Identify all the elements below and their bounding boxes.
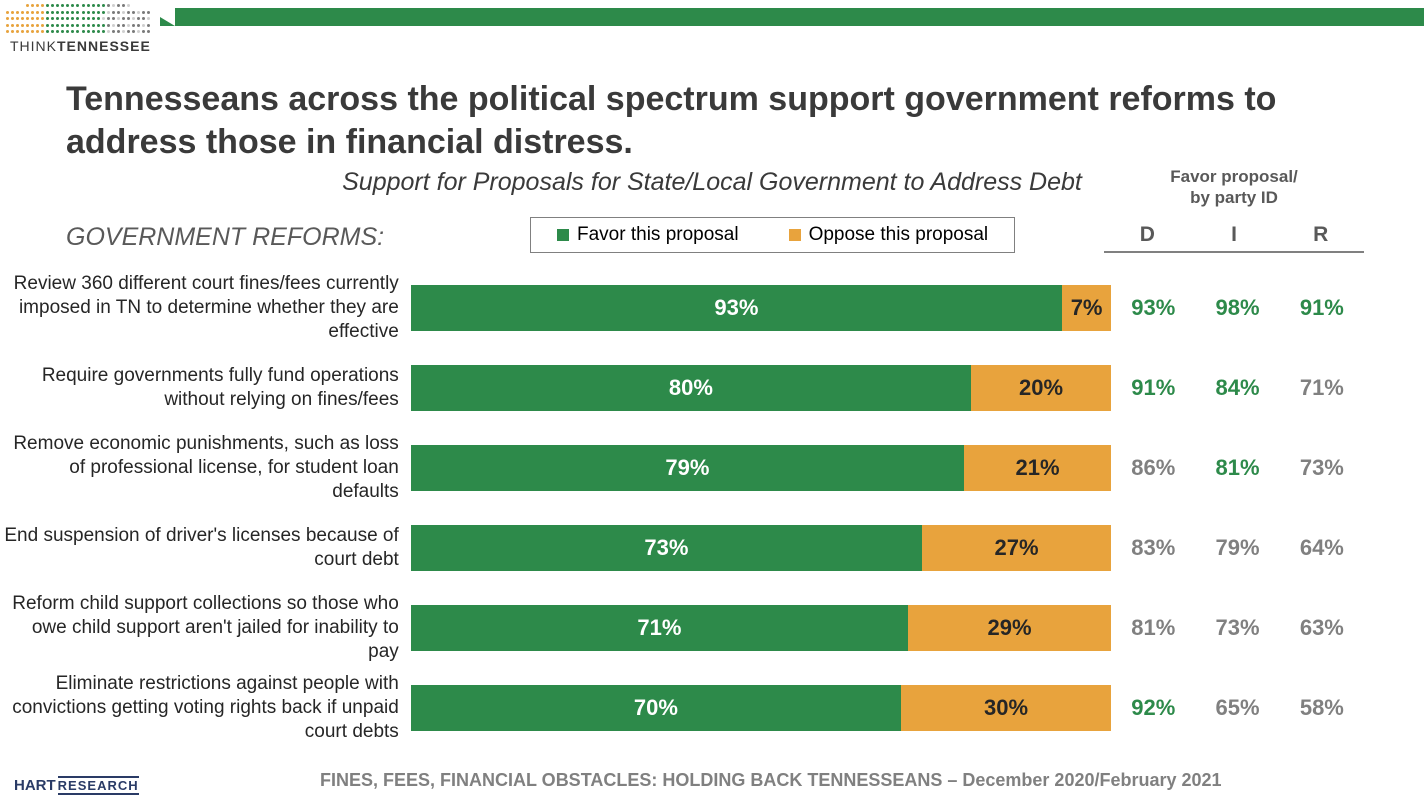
party-value-I: 98% [1195, 295, 1279, 321]
brand-text: THINKTENNESSEE [10, 38, 151, 54]
row-label: Review 360 different court fines/fees cu… [0, 272, 411, 343]
party-value-R: 71% [1280, 375, 1364, 401]
chart-row: Eliminate restrictions against people wi… [0, 668, 1424, 748]
bar: 79%21% [411, 445, 1111, 491]
bar: 93%7% [411, 285, 1111, 331]
legend-oppose: Oppose this proposal [789, 224, 989, 246]
chart-row: Require governments fully fund operation… [0, 348, 1424, 428]
bar-favor: 73% [411, 525, 922, 571]
party-values: 81%73%63% [1111, 615, 1364, 641]
chart-rows: Review 360 different court fines/fees cu… [0, 268, 1424, 748]
bar-oppose: 21% [964, 445, 1111, 491]
bar: 70%30% [411, 685, 1111, 731]
logo-dot-grid [6, 4, 151, 36]
header-triangle [145, 8, 175, 26]
bar: 73%27% [411, 525, 1111, 571]
row-label: Reform child support collections so thos… [0, 592, 411, 663]
party-value-D: 93% [1111, 295, 1195, 321]
party-value-D: 81% [1111, 615, 1195, 641]
party-value-D: 86% [1111, 455, 1195, 481]
bar-oppose: 7% [1062, 285, 1111, 331]
party-col-I: I [1191, 223, 1278, 253]
hart-research-logo: HARTRESEARCH [14, 776, 139, 795]
slide-headline: Tennesseans across the political spectru… [66, 78, 1364, 163]
party-col-R: R [1277, 223, 1364, 253]
bar-favor: 79% [411, 445, 964, 491]
bar-oppose: 20% [971, 365, 1111, 411]
party-column-headers: DIR [1104, 223, 1364, 253]
chart-row: Reform child support collections so thos… [0, 588, 1424, 668]
party-value-R: 73% [1280, 455, 1364, 481]
bar-favor: 71% [411, 605, 908, 651]
party-values: 86%81%73% [1111, 455, 1364, 481]
party-value-I: 73% [1195, 615, 1279, 641]
row-label: End suspension of driver's licenses beca… [0, 524, 411, 572]
bar-oppose: 27% [922, 525, 1111, 571]
party-value-D: 92% [1111, 695, 1195, 721]
party-value-R: 63% [1280, 615, 1364, 641]
party-value-R: 58% [1280, 695, 1364, 721]
chart-legend: Favor this proposal Oppose this proposal [530, 217, 1015, 253]
bar-favor: 70% [411, 685, 901, 731]
row-label: Eliminate restrictions against people wi… [0, 672, 411, 743]
section-label: GOVERNMENT REFORMS: [66, 223, 384, 252]
party-value-R: 64% [1280, 535, 1364, 561]
legend-favor: Favor this proposal [557, 224, 739, 246]
party-value-R: 91% [1280, 295, 1364, 321]
slide-footer: FINES, FEES, FINANCIAL OBSTACLES: HOLDIN… [320, 770, 1222, 791]
party-value-I: 65% [1195, 695, 1279, 721]
party-values: 83%79%64% [1111, 535, 1364, 561]
bar-favor: 80% [411, 365, 971, 411]
party-value-I: 84% [1195, 375, 1279, 401]
brand-thin: THINK [10, 38, 57, 54]
bar: 80%20% [411, 365, 1111, 411]
chart-row: Remove economic punishments, such as los… [0, 428, 1424, 508]
party-values: 92%65%58% [1111, 695, 1364, 721]
party-value-I: 79% [1195, 535, 1279, 561]
bar-oppose: 29% [908, 605, 1111, 651]
chart-row: Review 360 different court fines/fees cu… [0, 268, 1424, 348]
bar-favor: 93% [411, 285, 1062, 331]
header-green-bar [160, 8, 1424, 26]
party-values: 91%84%71% [1111, 375, 1364, 401]
bar: 71%29% [411, 605, 1111, 651]
party-col-D: D [1104, 223, 1191, 253]
party-value-D: 83% [1111, 535, 1195, 561]
brand-bold: TENNESSEE [57, 38, 151, 54]
party-value-I: 81% [1195, 455, 1279, 481]
party-values: 93%98%91% [1111, 295, 1364, 321]
chart-row: End suspension of driver's licenses beca… [0, 508, 1424, 588]
party-header-label: Favor proposal/by party ID [1104, 166, 1364, 209]
bar-oppose: 30% [901, 685, 1111, 731]
row-label: Require governments fully fund operation… [0, 364, 411, 412]
row-label: Remove economic punishments, such as los… [0, 432, 411, 503]
party-value-D: 91% [1111, 375, 1195, 401]
